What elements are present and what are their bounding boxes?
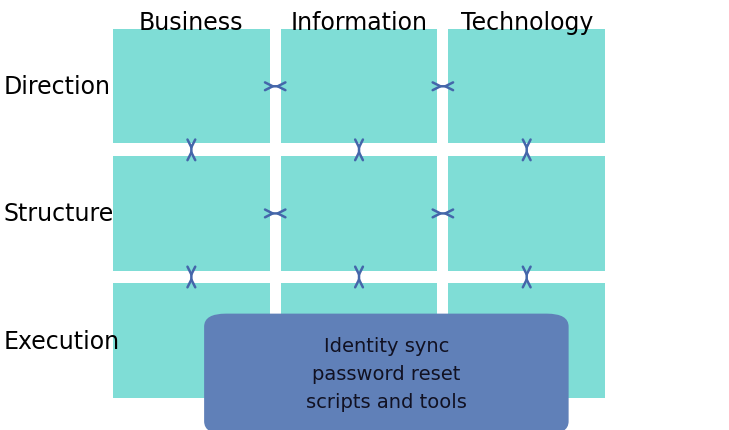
FancyBboxPatch shape [448,30,605,144]
FancyBboxPatch shape [113,284,270,398]
Polygon shape [370,327,480,389]
FancyBboxPatch shape [281,157,437,271]
FancyBboxPatch shape [448,157,605,271]
Text: Technology: Technology [461,11,593,35]
FancyBboxPatch shape [113,157,270,271]
Text: Business: Business [139,11,243,35]
Text: Identity sync
password reset
scripts and tools: Identity sync password reset scripts and… [306,337,467,412]
Text: Structure: Structure [4,202,114,226]
FancyBboxPatch shape [113,30,270,144]
FancyBboxPatch shape [281,30,437,144]
FancyBboxPatch shape [281,284,437,398]
Text: Execution: Execution [4,329,120,353]
Text: Information: Information [291,11,427,35]
Text: Direction: Direction [4,75,111,99]
FancyBboxPatch shape [204,314,569,430]
FancyBboxPatch shape [448,284,605,398]
